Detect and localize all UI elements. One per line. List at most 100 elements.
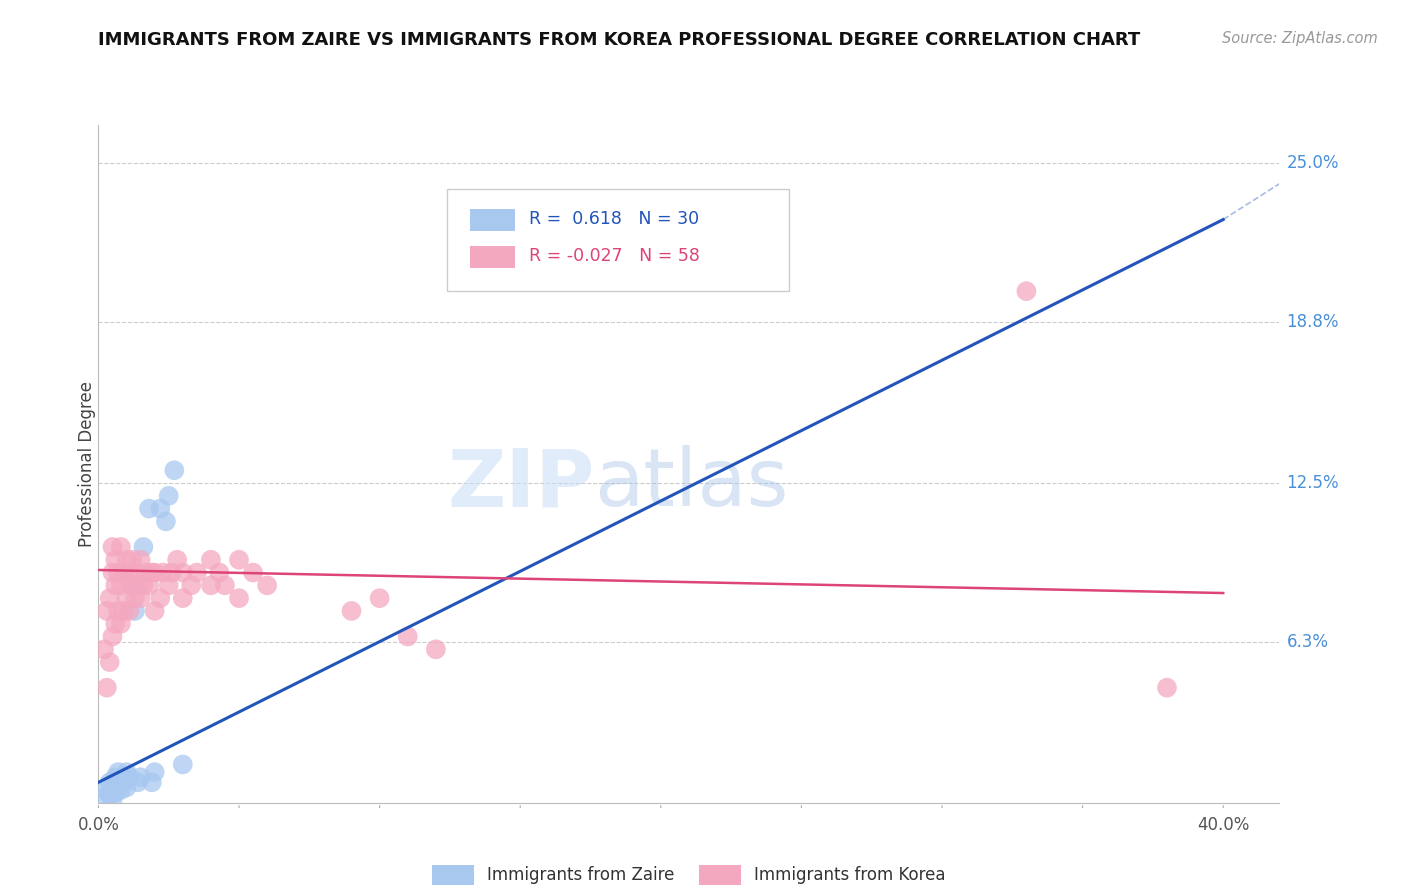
Point bbox=[112, 566, 135, 580]
Point bbox=[118, 770, 141, 784]
Point bbox=[152, 566, 174, 580]
Point bbox=[186, 566, 208, 580]
Point bbox=[214, 578, 236, 592]
Point bbox=[208, 566, 231, 580]
Point bbox=[110, 616, 132, 631]
Point bbox=[115, 553, 138, 567]
Point bbox=[132, 540, 155, 554]
Point bbox=[138, 501, 160, 516]
Point bbox=[155, 515, 177, 529]
Point bbox=[200, 578, 222, 592]
Point bbox=[127, 775, 149, 789]
Point bbox=[340, 604, 363, 618]
Point bbox=[124, 591, 146, 606]
Point bbox=[172, 566, 194, 580]
Point bbox=[101, 793, 124, 807]
Point bbox=[425, 642, 447, 657]
Point bbox=[96, 681, 118, 695]
Point bbox=[110, 578, 132, 592]
FancyBboxPatch shape bbox=[471, 246, 516, 268]
Point bbox=[127, 578, 149, 592]
Point bbox=[110, 775, 132, 789]
Point bbox=[121, 553, 143, 567]
Point bbox=[112, 604, 135, 618]
Point bbox=[96, 783, 118, 797]
Point bbox=[180, 578, 202, 592]
Text: R =  0.618   N = 30: R = 0.618 N = 30 bbox=[530, 211, 700, 228]
Point bbox=[143, 765, 166, 780]
Point bbox=[104, 786, 127, 800]
Point bbox=[101, 540, 124, 554]
Point bbox=[112, 770, 135, 784]
Text: 12.5%: 12.5% bbox=[1286, 474, 1339, 492]
Point bbox=[93, 642, 115, 657]
FancyBboxPatch shape bbox=[471, 209, 516, 231]
Point bbox=[107, 765, 129, 780]
Point bbox=[1015, 284, 1038, 298]
Point bbox=[256, 578, 278, 592]
Point bbox=[101, 566, 124, 580]
Point bbox=[1156, 681, 1178, 695]
Point bbox=[104, 770, 127, 784]
Point bbox=[101, 780, 124, 795]
Point bbox=[157, 489, 180, 503]
Point bbox=[163, 463, 186, 477]
Point bbox=[110, 783, 132, 797]
Point bbox=[200, 553, 222, 567]
Point bbox=[149, 591, 172, 606]
Point bbox=[129, 770, 152, 784]
Point bbox=[149, 501, 172, 516]
Point bbox=[104, 616, 127, 631]
Point bbox=[98, 775, 121, 789]
Text: 18.8%: 18.8% bbox=[1286, 313, 1339, 331]
Point bbox=[98, 591, 121, 606]
Text: 6.3%: 6.3% bbox=[1286, 632, 1329, 650]
Point bbox=[121, 578, 143, 592]
Text: 40.0%: 40.0% bbox=[1197, 815, 1250, 834]
Point bbox=[143, 566, 166, 580]
Point bbox=[157, 578, 180, 592]
Point bbox=[135, 566, 157, 580]
Point bbox=[115, 765, 138, 780]
Point bbox=[172, 591, 194, 606]
Point bbox=[118, 604, 141, 618]
Point bbox=[115, 591, 138, 606]
Point bbox=[98, 655, 121, 669]
Text: IMMIGRANTS FROM ZAIRE VS IMMIGRANTS FROM KOREA PROFESSIONAL DEGREE CORRELATION C: IMMIGRANTS FROM ZAIRE VS IMMIGRANTS FROM… bbox=[98, 31, 1140, 49]
Point bbox=[141, 566, 163, 580]
Point bbox=[129, 553, 152, 567]
FancyBboxPatch shape bbox=[447, 189, 789, 291]
Text: R = -0.027   N = 58: R = -0.027 N = 58 bbox=[530, 247, 700, 266]
Text: ZIP: ZIP bbox=[447, 445, 595, 524]
Point bbox=[228, 591, 250, 606]
Point bbox=[104, 578, 127, 592]
Point bbox=[565, 245, 588, 260]
Point bbox=[110, 540, 132, 554]
Legend: Immigrants from Zaire, Immigrants from Korea: Immigrants from Zaire, Immigrants from K… bbox=[426, 859, 952, 891]
Point bbox=[228, 553, 250, 567]
Point bbox=[115, 780, 138, 795]
Point bbox=[96, 604, 118, 618]
Point bbox=[107, 604, 129, 618]
Point bbox=[172, 757, 194, 772]
Point bbox=[124, 604, 146, 618]
Point bbox=[101, 630, 124, 644]
Point bbox=[396, 630, 419, 644]
Point bbox=[166, 553, 188, 567]
Point bbox=[129, 591, 152, 606]
Point bbox=[138, 578, 160, 592]
Text: 0.0%: 0.0% bbox=[77, 815, 120, 834]
Text: atlas: atlas bbox=[595, 445, 789, 524]
Point bbox=[93, 790, 115, 805]
Point bbox=[121, 578, 143, 592]
Y-axis label: Professional Degree: Professional Degree bbox=[79, 381, 96, 547]
Point bbox=[107, 566, 129, 580]
Point bbox=[124, 566, 146, 580]
Point bbox=[143, 604, 166, 618]
Point bbox=[104, 553, 127, 567]
Point bbox=[98, 788, 121, 802]
Point bbox=[118, 566, 141, 580]
Point bbox=[368, 591, 391, 606]
Point bbox=[107, 778, 129, 792]
Point bbox=[141, 775, 163, 789]
